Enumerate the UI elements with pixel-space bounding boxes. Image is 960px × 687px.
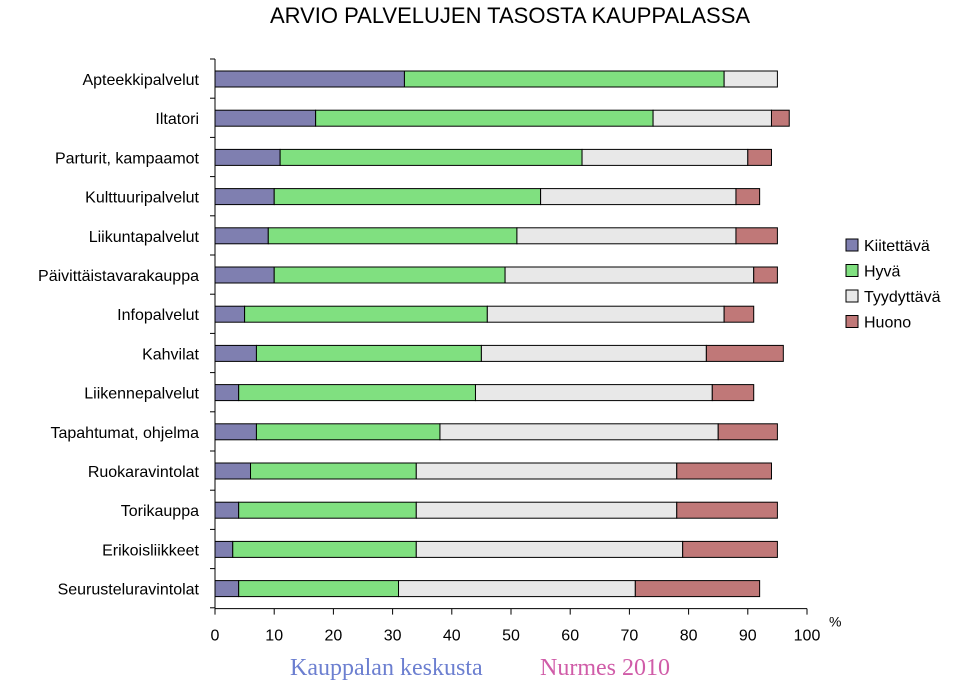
bar-segment — [415, 501, 678, 519]
footer-place-year: Nurmes 2010 — [540, 655, 670, 681]
bar-segment — [238, 501, 417, 519]
legend-label: Hyvä — [864, 264, 901, 281]
bar-segment — [255, 423, 441, 441]
category-label: Erikoisliikkeet — [102, 542, 199, 559]
bar-segment — [439, 423, 719, 441]
bar-segment — [214, 70, 405, 88]
bar-segment — [214, 344, 257, 362]
bar-segment — [255, 344, 482, 362]
x-tick-label: 20 — [325, 628, 343, 645]
bar-segment — [735, 188, 761, 206]
bar-segment — [723, 70, 778, 88]
x-tick-label: 40 — [443, 628, 461, 645]
bar-segment — [250, 462, 417, 480]
bar-segment — [676, 462, 772, 480]
bar-segment — [214, 384, 240, 402]
bar-segment — [214, 305, 246, 323]
bar-segment — [753, 266, 778, 284]
bar-segment — [474, 384, 713, 402]
bar-segment — [214, 188, 275, 206]
bar-segment — [214, 580, 240, 598]
bar-segment — [723, 305, 755, 323]
bar-segment — [279, 148, 583, 166]
bar-segment — [403, 70, 725, 88]
bar-segment — [214, 266, 275, 284]
bar-segment — [770, 109, 790, 127]
bar-segment — [735, 227, 778, 245]
bar-segment — [486, 305, 725, 323]
bar-segment — [238, 580, 400, 598]
bar-segment — [415, 540, 684, 558]
bar-segment — [516, 227, 737, 245]
x-tick-label: 50 — [502, 628, 520, 645]
legend-label: Huono — [864, 315, 911, 332]
bar-segment — [214, 423, 257, 441]
bar-segment — [214, 462, 252, 480]
category-label: Parturit, kampaamot — [55, 150, 200, 167]
category-label: Torikauppa — [121, 503, 199, 520]
x-tick-label: 60 — [561, 628, 579, 645]
category-label: Tapahtumat, ohjelma — [50, 425, 199, 442]
bar-segment — [244, 305, 488, 323]
category-label: Seurusteluravintolat — [58, 582, 200, 599]
category-label: Infopalvelut — [117, 307, 199, 324]
bar-segment — [273, 188, 542, 206]
bar-segment — [315, 109, 654, 127]
category-label: Liikennepalvelut — [84, 386, 199, 403]
bar-segment — [273, 266, 506, 284]
bar-segment — [540, 188, 737, 206]
category-label: Ruokaravintolat — [88, 464, 200, 481]
category-label: Päivittäistavarakauppa — [38, 268, 199, 285]
bar-segment — [705, 344, 784, 362]
bar-segment — [415, 462, 678, 480]
bar-segment — [214, 540, 234, 558]
bar-segment — [232, 540, 417, 558]
bar-segment — [682, 540, 778, 558]
x-tick-label: 10 — [265, 628, 283, 645]
category-label: Kulttuuripalvelut — [85, 190, 199, 207]
x-tick-label: 30 — [384, 628, 402, 645]
bar-segment — [480, 344, 707, 362]
x-tick-label: 0 — [211, 628, 220, 645]
bar-segment — [214, 227, 269, 245]
bar-segment — [711, 384, 755, 402]
category-label: Liikuntapalvelut — [89, 229, 200, 246]
category-label: Iltatori — [155, 111, 199, 128]
bar-segment — [676, 501, 778, 519]
x-axis-label: % — [829, 614, 841, 630]
bar-segment — [652, 109, 772, 127]
legend-swatch — [845, 238, 859, 252]
x-tick-label: 100 — [794, 628, 821, 645]
bar-segment — [504, 266, 755, 284]
category-label: Apteekkipalvelut — [82, 72, 199, 89]
bar-segment — [581, 148, 749, 166]
legend-label: Tyydyttävä — [864, 289, 941, 306]
legend-label: Kiitettävä — [864, 238, 930, 255]
x-tick-label: 90 — [739, 628, 757, 645]
bar-segment — [214, 501, 240, 519]
bar-segment — [238, 384, 476, 402]
bar-segment — [398, 580, 636, 598]
footer-location: Kauppalan keskusta — [290, 655, 483, 681]
category-label: Kahvilat — [142, 346, 199, 363]
legend-swatch — [845, 315, 859, 328]
legend-swatch — [845, 289, 859, 303]
bar-segment — [717, 423, 778, 441]
bar-segment — [747, 148, 772, 166]
bar-segment — [634, 580, 761, 598]
x-tick-label: 70 — [621, 628, 639, 645]
x-tick-label: 80 — [680, 628, 698, 645]
bar-segment — [267, 227, 518, 245]
bar-segment — [214, 109, 317, 127]
bar-segment — [214, 148, 281, 166]
legend-swatch — [845, 264, 859, 277]
chart-title: ARVIO PALVELUJEN TASOSTA KAUPPALASSA — [269, 3, 751, 28]
